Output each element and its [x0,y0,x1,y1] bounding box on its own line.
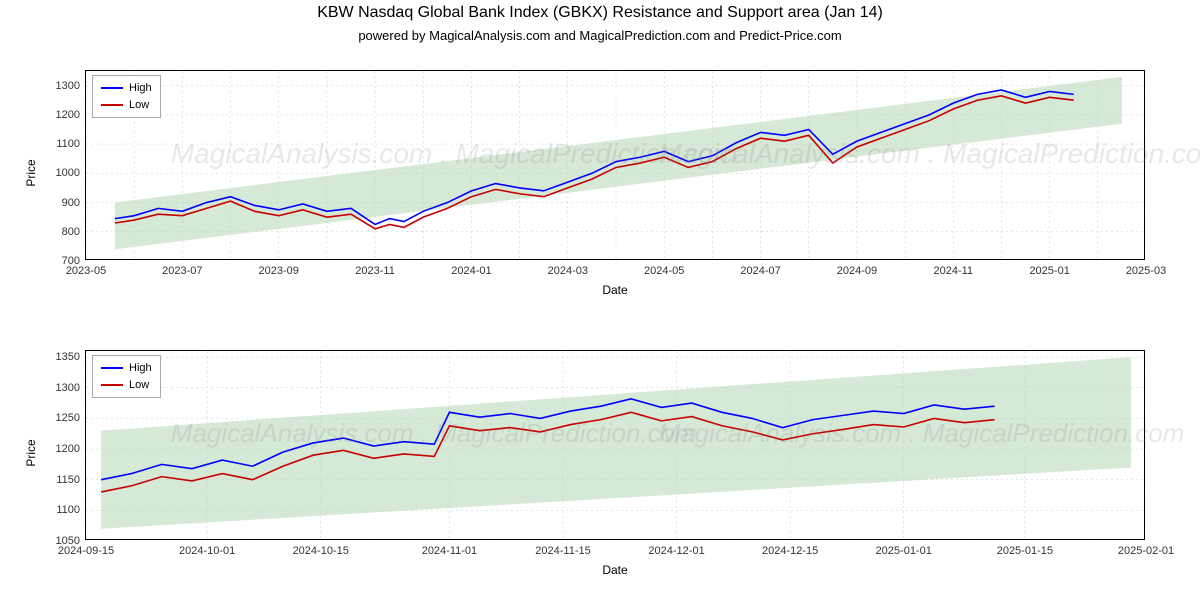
x-axis-label: Date [602,563,627,577]
ytick-label: 1300 [40,382,80,394]
xtick-label: 2024-09-15 [58,545,114,557]
xtick-label: 2024-11 [933,265,973,277]
y-axis-label: Price [24,439,38,466]
legend-box: HighLow [92,75,161,118]
xtick-label: 2024-09 [837,265,877,277]
legend-item: High [101,360,152,377]
legend-box: HighLow [92,355,161,398]
legend-swatch [101,104,123,106]
ytick-label: 1350 [40,351,80,363]
xtick-label: 2023-09 [259,265,299,277]
chart-title: KBW Nasdaq Global Bank Index (GBKX) Resi… [0,4,1200,22]
legend-label: High [129,360,152,377]
xtick-label: 2024-10-01 [179,545,235,557]
ytick-label: 1100 [40,504,80,516]
xtick-label: 2024-03 [548,265,588,277]
xtick-label: 2025-01 [1029,265,1069,277]
xtick-label: 2023-11 [355,265,395,277]
chart-page: { "title": "KBW Nasdaq Global Bank Index… [0,0,1200,600]
xtick-label: 2025-03 [1126,265,1166,277]
xtick-label: 2024-07 [740,265,780,277]
xtick-label: 2024-11-15 [535,545,590,557]
legend-item: Low [101,377,152,394]
legend-swatch [101,87,123,89]
support-resistance-band [101,357,1131,529]
legend-label: Low [129,97,149,114]
ytick-label: 1200 [40,109,80,121]
chart-svg [86,351,1146,541]
xtick-label: 2025-02-01 [1118,545,1174,557]
ytick-label: 1150 [40,474,80,486]
chart-panel-top: MagicalAnalysis.com . MagicalPrediction.… [85,70,1145,260]
ytick-label: 800 [40,226,80,238]
chart-svg [86,71,1146,261]
ytick-label: 1000 [40,167,80,179]
ytick-label: 1200 [40,443,80,455]
ytick-label: 1250 [40,412,80,424]
xtick-label: 2025-01-01 [876,545,932,557]
ytick-label: 900 [40,197,80,209]
xtick-label: 2023-05 [66,265,106,277]
legend-swatch [101,384,123,386]
xtick-label: 2024-12-15 [762,545,818,557]
chart-subtitle: powered by MagicalAnalysis.com and Magic… [0,28,1200,43]
legend-item: High [101,80,152,97]
xtick-label: 2024-12-01 [648,545,704,557]
legend-swatch [101,367,123,369]
xtick-label: 2023-07 [162,265,202,277]
chart-panel-bottom: MagicalAnalysis.com . MagicalPrediction.… [85,350,1145,540]
y-axis-label: Price [24,159,38,186]
legend-label: High [129,80,152,97]
ytick-label: 1100 [40,138,80,150]
x-axis-label: Date [602,283,627,297]
xtick-label: 2024-10-15 [293,545,349,557]
xtick-label: 2024-11-01 [422,545,477,557]
ytick-label: 1300 [40,80,80,92]
legend-label: Low [129,377,149,394]
xtick-label: 2024-01 [451,265,491,277]
xtick-label: 2025-01-15 [997,545,1053,557]
xtick-label: 2024-05 [644,265,684,277]
legend-item: Low [101,97,152,114]
